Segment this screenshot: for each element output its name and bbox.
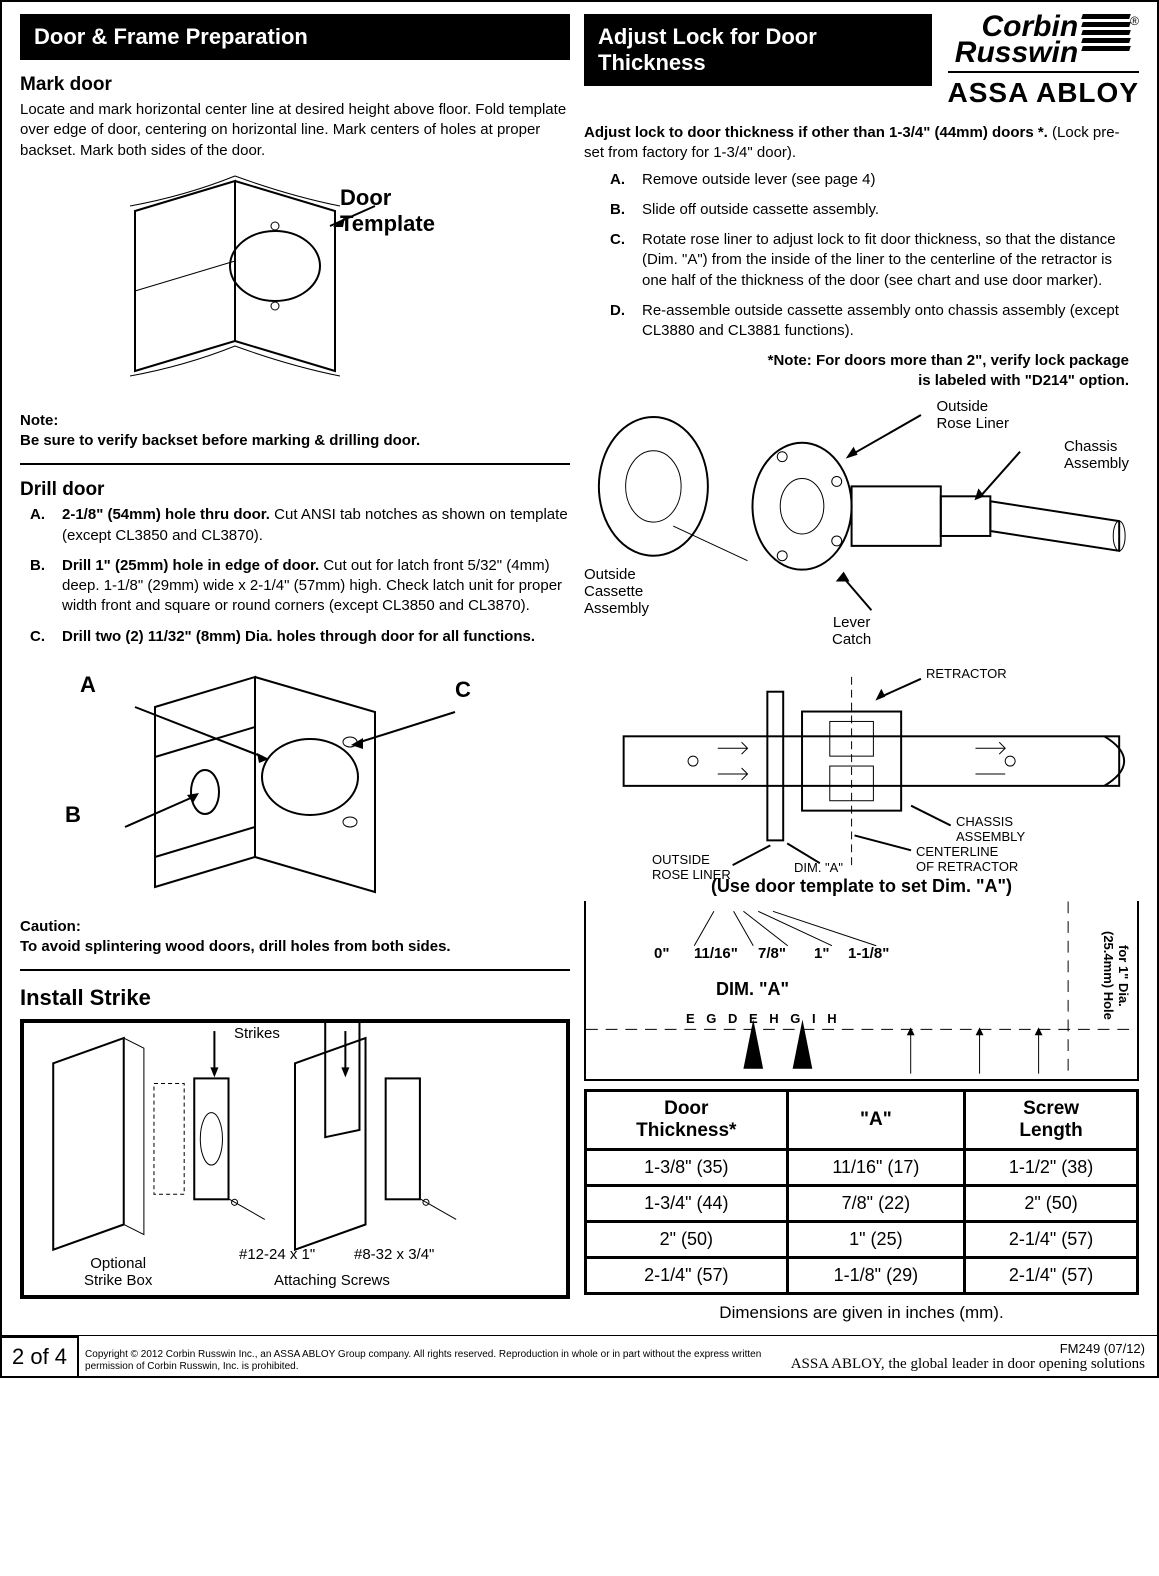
door-thickness-table: Door Thickness* "A" Screw Length 1-3/8" …: [584, 1089, 1139, 1295]
door-template-svg: [60, 171, 530, 401]
right-section-header: Adjust Lock for Door Thickness: [584, 14, 932, 86]
footer-tagline: ASSA ABLOY, the global leader in door op…: [791, 1356, 1145, 1373]
adjust-intro-bold: Adjust lock to door thickness if other t…: [584, 124, 1048, 141]
chassis-assembly-label-2: CHASSIS ASSEMBLY: [956, 814, 1025, 844]
lever-catch-label: Lever Catch: [832, 614, 871, 648]
exploded-diagram: Outside Rose Liner Chassis Assembly Outs…: [584, 396, 1139, 666]
adjust-step-b: B.Slide off outside cassette assembly.: [610, 200, 1139, 220]
drill-step-c: C.Drill two (2) 11/32" (8mm) Dia. holes …: [30, 627, 570, 647]
drill-caution-lead: Caution:: [20, 918, 81, 935]
table-header-row: Door Thickness* "A" Screw Length: [586, 1091, 1138, 1150]
mark-note-text: Be sure to verify backset before marking…: [20, 432, 420, 449]
door-template-diagram: Door Template: [60, 171, 530, 401]
drill-a-bold: 2-1/8" (54mm) hole thru door.: [62, 506, 270, 523]
install-strike-heading: Install Strike: [20, 985, 570, 1011]
th-a: "A": [787, 1091, 965, 1150]
left-column: Door & Frame Preparation Mark door Locat…: [20, 14, 570, 1323]
drill-label-b: B: [65, 802, 81, 828]
strikes-label: Strikes: [234, 1025, 280, 1042]
door-template-label: Door Template: [340, 185, 435, 237]
brand-block: Corbin Russwin ® ASSA ABLOY: [948, 14, 1140, 109]
retractor-label: RETRACTOR: [926, 666, 1007, 681]
dim-a-label: DIM. "A": [794, 860, 843, 875]
strike-diagram-box: Strikes Optional Strike Box Attaching Sc…: [20, 1019, 570, 1299]
dim-tick-2: 7/8": [758, 945, 786, 962]
chassis-assembly-label: Chassis Assembly: [1064, 438, 1129, 472]
dim-a-diagram: 0" 11/16" 7/8" 1" 1-1/8" DIM. "A" E G D …: [584, 901, 1139, 1081]
table-row: 2-1/4" (57)1-1/8" (29)2-1/4" (57): [586, 1258, 1138, 1294]
divider-1: [20, 463, 570, 465]
doc-number: FM249 (07/12): [791, 1341, 1145, 1356]
mark-door-heading: Mark door: [20, 74, 570, 96]
hole-note: for 1" Dia. (25.4mm) Hole: [1101, 931, 1131, 1020]
optional-strike-box-label: Optional Strike Box: [84, 1255, 152, 1289]
adjust-steps: A.Remove outside lever (see page 4) B.Sl…: [584, 170, 1139, 342]
th-door-thickness: Door Thickness*: [586, 1091, 788, 1150]
brand-assa-abloy: ASSA ABLOY: [948, 71, 1140, 109]
drill-diagram: A B C: [60, 657, 530, 907]
adjust-step-c: C.Rotate rose liner to adjust lock to fi…: [610, 230, 1139, 291]
footer-right: FM249 (07/12) ASSA ABLOY, the global lea…: [779, 1338, 1157, 1376]
dim-tick-0: 0": [654, 945, 669, 962]
retractor-svg: [584, 666, 1139, 876]
drill-step-a: A.2-1/8" (54mm) hole thru door. Cut ANSI…: [30, 505, 570, 546]
drill-b-bold: Drill 1" (25mm) hole in edge of door.: [62, 557, 319, 574]
adjust-step-d: D.Re-assemble outside cassette assembly …: [610, 301, 1139, 342]
drill-steps: A.2-1/8" (54mm) hole thru door. Cut ANSI…: [20, 505, 570, 647]
dimensions-footnote: Dimensions are given in inches (mm).: [584, 1303, 1139, 1323]
outside-rose-liner-label: Outside Rose Liner: [936, 398, 1009, 432]
drill-label-c: C: [455, 677, 471, 703]
adjust-intro: Adjust lock to door thickness if other t…: [584, 123, 1139, 164]
right-column: Adjust Lock for Door Thickness Corbin Ru…: [584, 14, 1139, 1323]
reg-mark: ®: [1130, 14, 1139, 28]
dim-a-svg: [586, 901, 1137, 1079]
page: Door & Frame Preparation Mark door Locat…: [0, 0, 1159, 1378]
edge-letters: E G D E H G I H: [686, 1011, 841, 1026]
th-screw-length: Screw Length: [965, 1091, 1138, 1150]
drill-caution: Caution: To avoid splintering wood doors…: [20, 917, 570, 958]
drill-c-bold: Drill two (2) 11/32" (8mm) Dia. holes th…: [62, 628, 535, 645]
left-section-header: Door & Frame Preparation: [20, 14, 570, 60]
copyright-text: Copyright © 2012 Corbin Russwin Inc., an…: [79, 1346, 779, 1376]
brand-corbin-russwin: Corbin Russwin: [955, 14, 1078, 65]
drill-caution-text: To avoid splintering wood doors, drill h…: [20, 938, 451, 955]
screw-1-label: #12-24 x 1": [239, 1246, 315, 1263]
mark-door-body: Locate and mark horizontal center line a…: [20, 100, 570, 161]
drill-label-a: A: [80, 672, 96, 698]
page-number: 2 of 4: [2, 1336, 79, 1376]
outside-cassette-assembly-label: Outside Cassette Assembly: [584, 566, 649, 617]
dim-a-big-label: DIM. "A": [716, 979, 789, 1000]
page-footer: 2 of 4 Copyright © 2012 Corbin Russwin I…: [2, 1335, 1157, 1376]
dim-tick-4: 1-1/8": [848, 945, 889, 962]
centerline-retractor-label: CENTERLINE OF RETRACTOR: [916, 844, 1018, 874]
table-body: 1-3/8" (35)11/16" (17)1-1/2" (38) 1-3/4"…: [586, 1150, 1138, 1294]
attaching-screws-label: Attaching Screws: [274, 1272, 390, 1289]
table-row: 2" (50)1" (25)2-1/4" (57): [586, 1222, 1138, 1258]
drill-step-b: B.Drill 1" (25mm) hole in edge of door. …: [30, 556, 570, 617]
dim-tick-1: 11/16": [694, 945, 738, 962]
two-column-layout: Door & Frame Preparation Mark door Locat…: [20, 14, 1139, 1323]
mark-note-lead: Note:: [20, 412, 58, 429]
table-row: 1-3/4" (44)7/8" (22)2" (50): [586, 1186, 1138, 1222]
screw-2-label: #8-32 x 3/4": [354, 1246, 434, 1263]
table-row: 1-3/8" (35)11/16" (17)1-1/2" (38): [586, 1150, 1138, 1186]
retractor-diagram: RETRACTOR CHASSIS ASSEMBLY CENTERLINE OF…: [584, 666, 1139, 876]
divider-2: [20, 969, 570, 971]
adjust-step-a: A.Remove outside lever (see page 4): [610, 170, 1139, 190]
star-note: *Note: For doors more than 2", verify lo…: [584, 351, 1139, 396]
dim-tick-3: 1": [814, 945, 829, 962]
mark-note: Note: Be sure to verify backset before m…: [20, 411, 570, 452]
drill-door-heading: Drill door: [20, 479, 570, 501]
brand-stripe-icon: [1082, 14, 1130, 54]
outside-rose-liner-label-2: OUTSIDE ROSE LINER: [652, 852, 731, 882]
